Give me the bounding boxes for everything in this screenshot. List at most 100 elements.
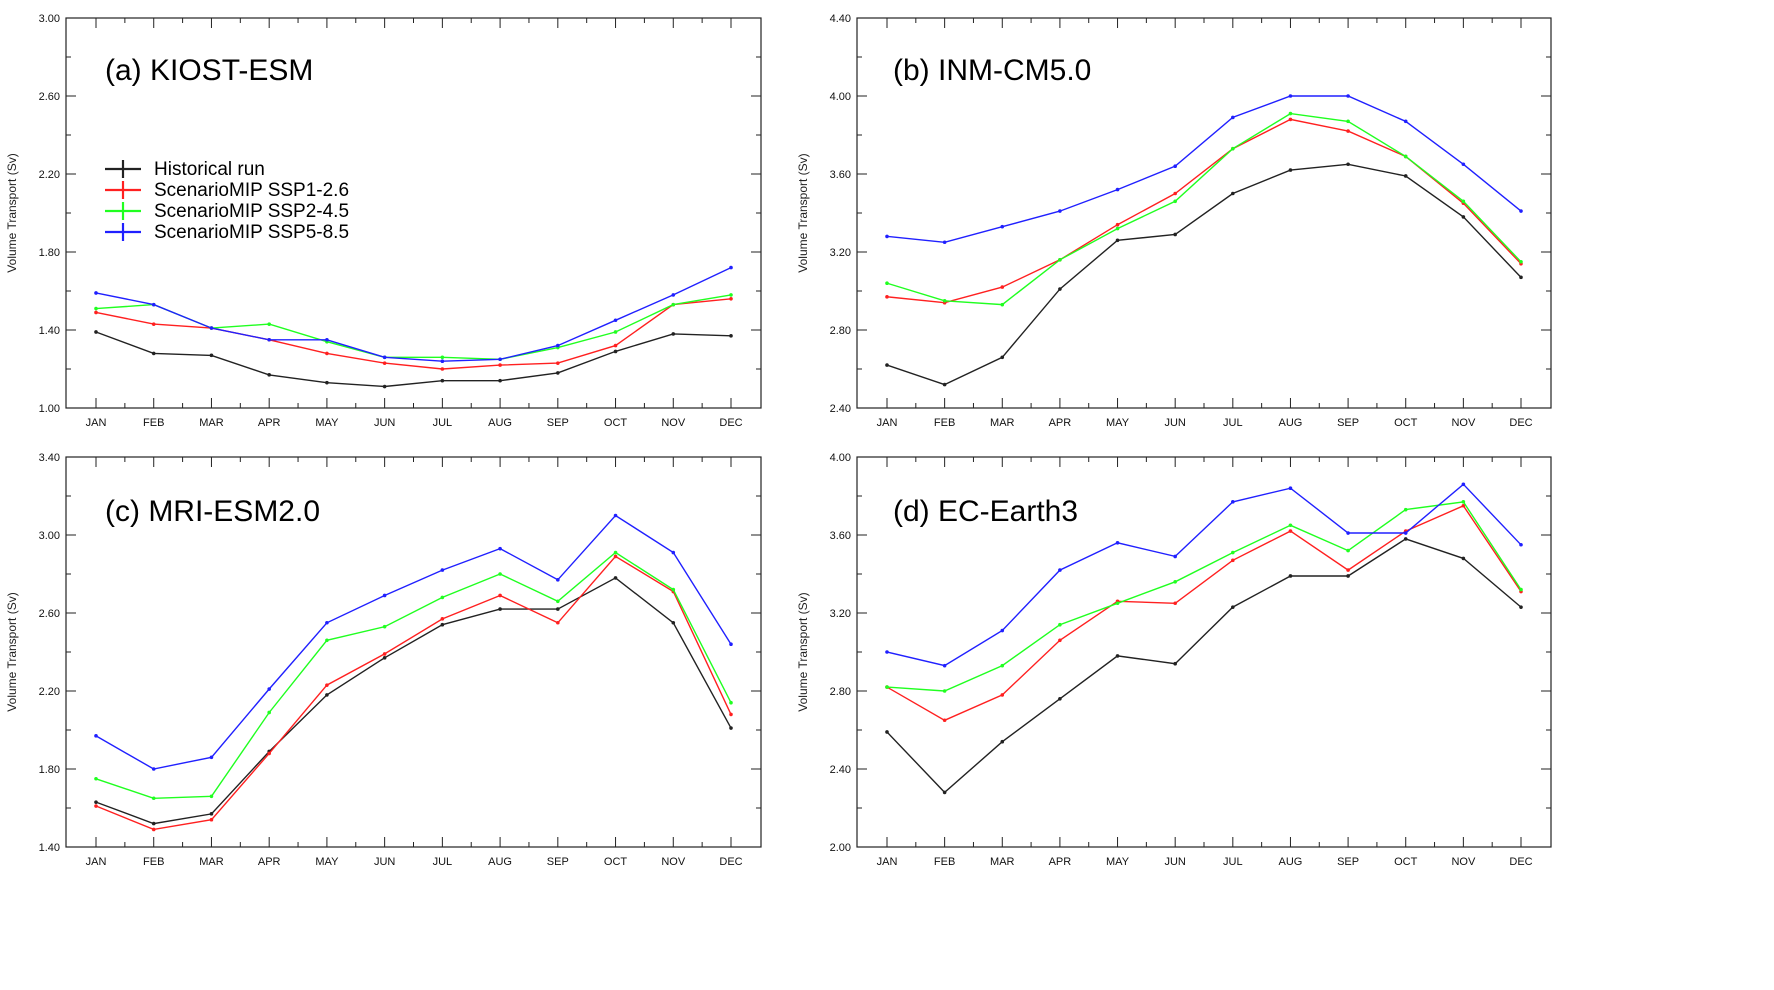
data-point-scenariomip-ssp1-2-6-feb [151,827,156,832]
data-point-scenariomip-ssp5-8-5-apr [267,337,271,342]
data-point-historical-run-dec [1519,605,1523,609]
data-point-historical-run-jun [382,656,387,660]
data-point-scenariomip-ssp2-4-5-nov [1461,199,1466,204]
data-point-scenariomip-ssp5-8-5-may [1115,187,1120,192]
data-point-scenariomip-ssp5-8-5-aug [1288,486,1293,491]
data-point-scenariomip-ssp5-8-5-may [325,337,329,342]
data-point-scenariomip-ssp2-4-5-feb [942,689,947,693]
data-point-historical-run-mar [1000,355,1005,360]
x-tick-label-apr: APR [1049,856,1072,868]
data-point-scenariomip-ssp2-4-5-nov [1461,500,1466,504]
x-tick-label-aug: AUG [488,856,512,868]
data-point-scenariomip-ssp1-2-6-aug [498,593,502,598]
series-line-historical-run [886,163,1522,386]
panel-title: (b) INM-CM5.0 [893,54,1091,87]
data-point-scenariomip-ssp2-4-5-oct [1403,154,1408,159]
data-point-scenariomip-ssp5-8-5-jul [1231,500,1235,504]
y-tick-label: 2.60 [39,608,60,620]
data-point-scenariomip-ssp1-2-6-oct [613,554,618,559]
data-point-scenariomip-ssp1-2-6-sep [556,620,560,625]
x-tick-label-jul: JUL [1223,856,1243,868]
x-tick-label-oct: OCT [1394,856,1418,868]
series-line-historical-run [95,577,732,825]
series-line-scenariomip-ssp5-8-5 [886,483,1522,667]
x-tick-label-aug: AUG [488,417,512,429]
x-tick-label-aug: AUG [1279,417,1303,429]
data-point-scenariomip-ssp2-4-5-sep [1346,548,1350,553]
data-point-scenariomip-ssp2-4-5-sep [1346,119,1350,124]
data-point-scenariomip-ssp5-8-5-nov [1461,482,1466,487]
series-line-scenariomip-ssp5-8-5 [95,514,732,770]
data-point-scenariomip-ssp1-2-6-jun [382,361,387,365]
data-point-scenariomip-ssp5-8-5-jun [1173,554,1177,559]
y-tick-label: 2.80 [830,686,851,698]
data-point-scenariomip-ssp5-8-5-feb [151,302,156,307]
data-point-historical-run-jul [1231,605,1235,609]
x-tick-label-jun: JUN [374,856,395,868]
y-axis-label: Volume Transport (Sv) [5,153,19,272]
y-axis-label: Volume Transport (Sv) [796,153,810,272]
data-point-scenariomip-ssp5-8-5-feb [151,767,156,771]
data-point-scenariomip-ssp5-8-5-mar [1000,224,1005,229]
panel-kiost-esm: 1.00 1.40 1.80 2.20 2.60 3.00 JAN FEB MAR APR MAY J… [5,13,762,429]
x-tick-label-feb: FEB [934,856,955,868]
data-point-scenariomip-ssp1-2-6-aug [498,363,502,367]
data-point-scenariomip-ssp2-4-5-oct [1403,507,1408,512]
x-tick-label-feb: FEB [143,417,164,429]
data-point-scenariomip-ssp5-8-5-jun [382,355,387,360]
x-tick-label-jan: JAN [877,417,898,429]
data-point-scenariomip-ssp1-2-6-oct [613,343,618,348]
x-tick-label-mar: MAR [990,856,1015,868]
data-point-scenariomip-ssp1-2-6-dec [729,712,733,717]
data-point-historical-run-mar [209,812,214,816]
data-point-scenariomip-ssp2-4-5-oct [613,330,618,334]
data-point-historical-run-nov [1461,215,1466,219]
x-tick-label-sep: SEP [547,856,569,868]
data-point-scenariomip-ssp5-8-5-oct [613,513,618,518]
data-point-scenariomip-ssp5-8-5-mar [1000,628,1005,633]
data-point-scenariomip-ssp2-4-5-dec [1519,587,1523,592]
data-point-historical-run-oct [613,349,618,354]
x-tick-label-apr: APR [1049,417,1072,429]
data-point-scenariomip-ssp1-2-6-jan [885,295,889,299]
data-point-scenariomip-ssp1-2-6-apr [1058,638,1062,643]
x-tick-label-oct: OCT [1394,417,1418,429]
data-point-historical-run-jun [1173,232,1177,237]
data-point-historical-run-sep [1346,162,1350,167]
x-tick-label-feb: FEB [934,417,955,429]
x-tick-label-mar: MAR [199,856,224,868]
data-point-scenariomip-ssp1-2-6-mar [1000,285,1005,289]
data-point-historical-run-sep [1346,574,1350,578]
data-point-scenariomip-ssp1-2-6-nov [1461,503,1466,508]
y-tick-label: 1.80 [39,764,60,776]
data-point-historical-run-may [325,380,329,385]
data-point-scenariomip-ssp1-2-6-jan [94,310,98,315]
data-point-historical-run-nov [671,620,676,625]
data-point-scenariomip-ssp1-2-6-jul [440,367,445,371]
data-point-scenariomip-ssp1-2-6-jun [1173,601,1177,606]
data-point-scenariomip-ssp2-4-5-nov [671,302,676,307]
data-point-scenariomip-ssp1-2-6-sep [1346,568,1350,572]
y-tick-label: 1.40 [39,842,60,854]
data-point-scenariomip-ssp1-2-6-sep [1346,129,1350,133]
series-line-scenariomip-ssp5-8-5 [95,266,732,362]
x-tick-label-sep: SEP [1337,417,1359,429]
data-point-scenariomip-ssp5-8-5-nov [671,550,676,555]
panel-mri-esm2: 1.40 1.80 2.20 2.60 3.00 3.40 JAN FEB MAR APR MAY J… [5,452,762,868]
data-point-scenariomip-ssp1-2-6-jun [382,652,387,656]
data-point-historical-run-dec [729,726,733,730]
data-point-historical-run-apr [1058,287,1062,291]
data-point-scenariomip-ssp2-4-5-aug [1288,523,1293,528]
data-point-scenariomip-ssp2-4-5-apr [267,710,271,715]
data-point-scenariomip-ssp5-8-5-nov [671,293,676,297]
data-point-scenariomip-ssp1-2-6-sep [556,361,560,365]
x-tick-label-jun: JUN [1164,856,1185,868]
data-point-scenariomip-ssp5-8-5-jul [1231,115,1235,120]
x-tick-label-dec: DEC [1509,856,1532,868]
series-line-scenariomip-ssp1-2-6 [886,118,1522,304]
data-point-historical-run-mar [209,353,214,358]
data-point-historical-run-aug [498,607,502,611]
legend-label: Historical run [154,159,265,180]
y-tick-label: 1.80 [39,247,60,259]
data-point-scenariomip-ssp5-8-5-jan [94,291,98,295]
